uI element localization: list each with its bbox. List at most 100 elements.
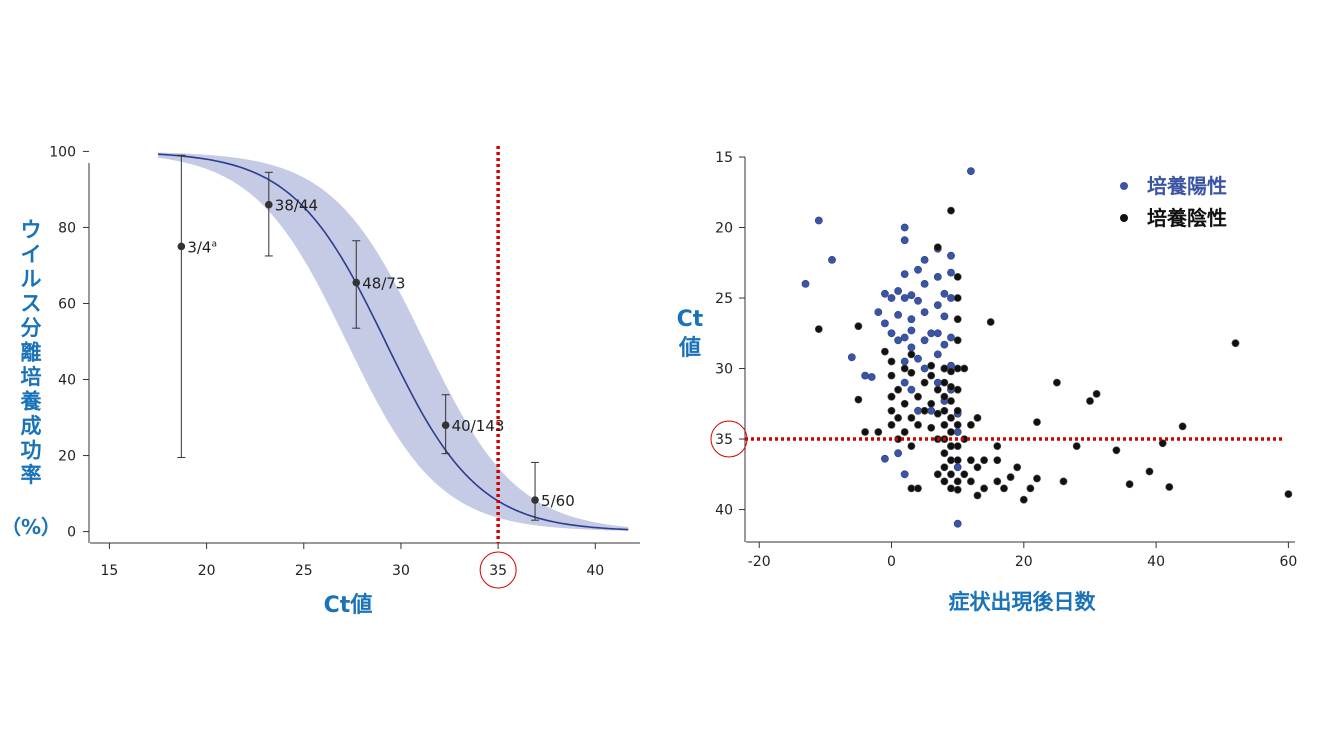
positive-point bbox=[927, 329, 936, 338]
right-y-label-part: Ct bbox=[677, 307, 704, 332]
positive-point bbox=[914, 406, 922, 415]
left-y-tick-label: 20 bbox=[58, 449, 76, 465]
negative-point bbox=[894, 413, 902, 422]
positive-point bbox=[914, 265, 922, 274]
right-y-tick-label: 15 bbox=[715, 150, 733, 166]
negative-point bbox=[953, 336, 962, 345]
right-x-tick-label: 60 bbox=[1279, 554, 1297, 570]
negative-point bbox=[887, 371, 896, 380]
negative-point bbox=[881, 347, 889, 356]
right-y-label-part: 値 bbox=[678, 336, 701, 361]
negative-point bbox=[953, 420, 962, 429]
positive-point bbox=[953, 428, 962, 436]
negative-point bbox=[920, 406, 929, 415]
right-x-tick-label: -20 bbox=[748, 554, 771, 570]
negative-point bbox=[973, 491, 982, 500]
positive-point bbox=[947, 268, 955, 277]
negative-point bbox=[947, 456, 955, 465]
negative-point bbox=[927, 361, 936, 370]
positive-point bbox=[920, 279, 929, 288]
negative-point bbox=[907, 484, 916, 493]
negative-point bbox=[947, 484, 955, 493]
negative-point bbox=[953, 364, 962, 373]
negative-point bbox=[887, 406, 896, 415]
positive-point bbox=[900, 357, 909, 366]
left-y-label-char: ス bbox=[21, 292, 42, 316]
negative-point bbox=[1019, 495, 1028, 504]
left-y-label-char: ル bbox=[21, 267, 42, 291]
negative-point bbox=[947, 206, 955, 215]
data-point bbox=[264, 200, 273, 209]
negative-point bbox=[960, 470, 969, 479]
right-x-tick-label: 0 bbox=[887, 554, 896, 570]
negative-point bbox=[1178, 422, 1187, 431]
negative-point bbox=[933, 470, 942, 479]
negative-point bbox=[907, 413, 916, 422]
positive-point bbox=[847, 353, 856, 362]
positive-point bbox=[894, 449, 902, 458]
point-label: 48/73 bbox=[362, 275, 405, 293]
negative-point bbox=[1072, 442, 1081, 450]
positive-point bbox=[887, 294, 896, 302]
positive-point bbox=[881, 454, 889, 463]
positive-point bbox=[907, 326, 916, 335]
right-y-tick-label: 35 bbox=[715, 432, 733, 448]
positive-point bbox=[947, 251, 955, 260]
right-y-tick-label: 40 bbox=[715, 503, 733, 519]
negative-point bbox=[887, 357, 896, 366]
negative-point bbox=[993, 456, 1002, 465]
negative-point bbox=[933, 385, 942, 394]
left-y-tick-label: 60 bbox=[58, 296, 76, 312]
negative-point bbox=[947, 413, 955, 422]
negative-point bbox=[1006, 473, 1015, 481]
data-point bbox=[177, 242, 186, 251]
negative-point bbox=[1059, 477, 1068, 486]
negative-point bbox=[940, 449, 949, 458]
culture-rate-points: 3/4a 38/44 48/73 40/143 5/60 bbox=[177, 154, 575, 521]
left-y-axis-unit: （%） bbox=[1, 515, 61, 539]
left-x-tick-label: 25 bbox=[295, 563, 313, 579]
left-y-tick-label: 40 bbox=[58, 373, 76, 389]
negative-point bbox=[933, 409, 942, 418]
negative-point bbox=[940, 406, 949, 415]
left-y-label-char: 離 bbox=[21, 341, 42, 365]
negative-point bbox=[947, 470, 955, 479]
left-y-tick-label: 80 bbox=[58, 220, 76, 236]
left-y-label-char: 分 bbox=[21, 316, 42, 340]
negative-point bbox=[914, 484, 922, 493]
left-y-label-char: ウ bbox=[21, 218, 42, 242]
positive-point bbox=[894, 287, 902, 295]
positive-point bbox=[887, 329, 896, 338]
negative-point bbox=[933, 243, 942, 252]
negative-point bbox=[953, 385, 962, 394]
left-x-tick-label: 40 bbox=[586, 563, 604, 579]
positive-point bbox=[814, 216, 823, 225]
positive-point bbox=[900, 333, 909, 342]
negative-point bbox=[887, 392, 896, 401]
negative-point bbox=[940, 463, 949, 472]
positive-point bbox=[933, 378, 942, 387]
positive-point bbox=[907, 291, 916, 300]
negative-point bbox=[874, 428, 883, 436]
negative-point bbox=[973, 463, 982, 472]
negative-point bbox=[907, 368, 916, 377]
positive-point bbox=[900, 378, 909, 387]
negative-point bbox=[953, 315, 962, 324]
confidence-band-area bbox=[158, 152, 629, 531]
left-x-ticks: 15 20 25 30 35 40 bbox=[101, 543, 604, 579]
positive-point bbox=[927, 406, 936, 415]
negative-point bbox=[1145, 467, 1154, 476]
negative-point bbox=[861, 428, 869, 436]
negative-point bbox=[894, 385, 902, 394]
point-label: 5/60 bbox=[541, 492, 575, 510]
negative-point bbox=[953, 272, 962, 281]
negative-point bbox=[1125, 480, 1134, 489]
negative-point bbox=[953, 294, 962, 302]
left-y-label-char: 成 bbox=[21, 414, 42, 438]
negative-point bbox=[900, 399, 909, 408]
negative-point bbox=[914, 420, 922, 429]
positive-point bbox=[967, 167, 975, 175]
negative-point bbox=[920, 378, 929, 387]
positive-point bbox=[914, 296, 922, 305]
